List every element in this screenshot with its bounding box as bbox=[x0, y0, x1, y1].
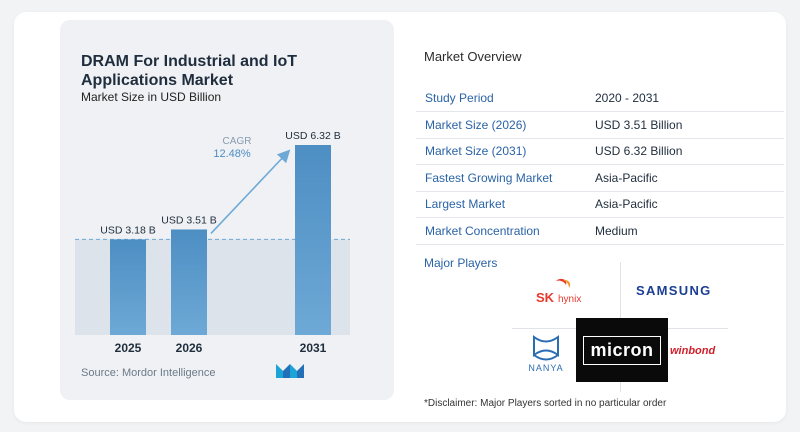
sk-hynix-logo: SK hynix bbox=[536, 278, 581, 305]
source-note: Source: Mordor Intelligence bbox=[81, 367, 216, 379]
overview-label: Market Size (2031) bbox=[416, 138, 586, 165]
winbond-logo: winbond bbox=[670, 345, 716, 357]
major-players-title: Major Players bbox=[424, 256, 498, 270]
overview-label: Market Size (2026) bbox=[416, 111, 586, 139]
overview-label: Study Period bbox=[416, 85, 586, 112]
mordor-intelligence-logo bbox=[276, 364, 304, 378]
disclaimer: *Disclaimer: Major Players sorted in no … bbox=[424, 398, 667, 409]
overview-row: Market Size (2026) USD 3.51 Billion bbox=[416, 111, 784, 139]
cagr-arrow bbox=[210, 149, 291, 235]
bar-2031 bbox=[295, 145, 331, 335]
overview-row: Market Size (2031) USD 6.32 Billion bbox=[416, 138, 784, 165]
logo-divider bbox=[620, 382, 621, 392]
tick-label-2025: 2025 bbox=[115, 341, 142, 355]
overview-value: 2020 - 2031 bbox=[586, 85, 784, 112]
overview-value: Asia-Pacific bbox=[586, 164, 784, 192]
logo-divider bbox=[620, 262, 621, 318]
nanya-text: NANYA bbox=[528, 363, 563, 373]
overview-label: Market Concentration bbox=[416, 217, 586, 245]
logo-divider bbox=[668, 328, 728, 329]
overview-label: Fastest Growing Market bbox=[416, 164, 586, 192]
data-label-2031: USD 6.32 B bbox=[285, 130, 340, 142]
overview-value: Medium bbox=[586, 217, 784, 245]
overview-value: USD 6.32 Billion bbox=[586, 138, 784, 165]
bar-2026 bbox=[171, 229, 207, 335]
bar-chart: USD 3.18 B 2025 USD 3.51 B 2026 USD 6.32 B 20… bbox=[75, 130, 350, 355]
overview-value: Asia-Pacific bbox=[586, 191, 784, 218]
bar-2025 bbox=[110, 239, 146, 335]
sk-text: SK bbox=[536, 290, 555, 305]
logo-divider bbox=[512, 328, 576, 329]
chart-title: DRAM For Industrial and IoT Applications… bbox=[81, 53, 297, 89]
tick-label-2026: 2026 bbox=[176, 341, 203, 355]
overview-row: Market Concentration Medium bbox=[416, 217, 784, 245]
samsung-logo: SAMSUNG bbox=[636, 283, 712, 298]
hynix-text: hynix bbox=[558, 294, 581, 305]
market-overview-title: Market Overview bbox=[424, 49, 522, 64]
micron-text: micron bbox=[583, 335, 661, 365]
chart-panel bbox=[60, 20, 394, 400]
chart-subtitle: Market Size in USD Billion bbox=[81, 90, 222, 104]
nanya-logo: NANYA bbox=[528, 335, 563, 373]
overview-row: Largest Market Asia-Pacific bbox=[416, 191, 784, 218]
data-label-2025: USD 3.18 B bbox=[100, 224, 155, 236]
overview-row: Fastest Growing Market Asia-Pacific bbox=[416, 164, 784, 192]
cagr-label: CAGR bbox=[223, 136, 252, 147]
overview-label: Largest Market bbox=[416, 191, 586, 218]
micron-logo: micron bbox=[576, 318, 668, 382]
market-overview-table: Study Period 2020 - 2031 Market Size (202… bbox=[416, 85, 784, 245]
overview-row: Study Period 2020 - 2031 bbox=[416, 85, 784, 112]
tick-label-2031: 2031 bbox=[300, 341, 327, 355]
cagr-value: 12.48% bbox=[213, 148, 251, 160]
data-label-2026: USD 3.51 B bbox=[161, 214, 216, 226]
overview-value: USD 3.51 Billion bbox=[586, 111, 784, 139]
